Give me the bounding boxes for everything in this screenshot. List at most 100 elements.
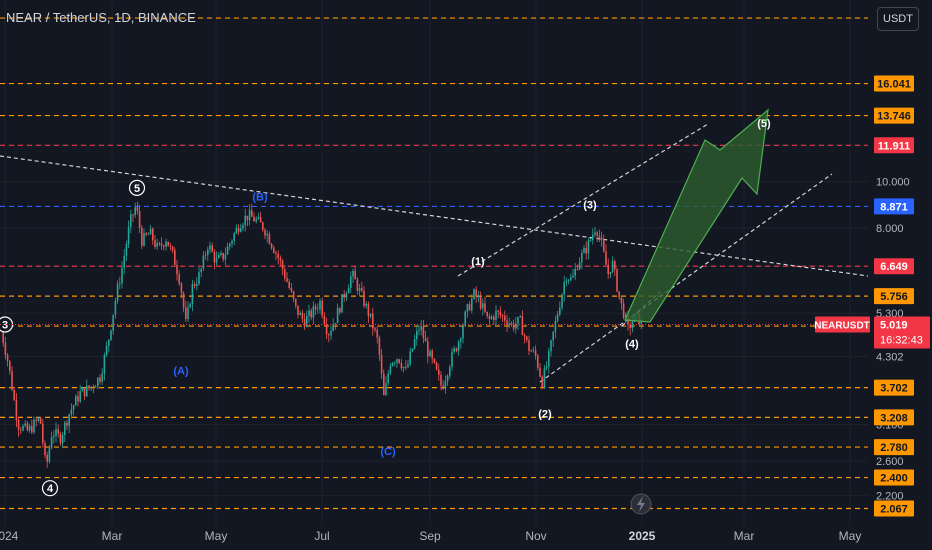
candle-body (341, 294, 343, 313)
projection-arrow (624, 108, 769, 323)
candle-body (169, 246, 172, 247)
candle-body (369, 313, 372, 317)
candle-body (510, 323, 513, 324)
candle-body (200, 268, 202, 273)
candle-body (499, 311, 502, 316)
candle-body (495, 310, 497, 320)
candle-body (68, 414, 70, 426)
candle-body (156, 243, 158, 247)
candle-body (435, 362, 438, 370)
candle-body (420, 326, 422, 331)
last-price-tag-bg (874, 316, 930, 349)
candle-body (336, 308, 339, 324)
candle-body (24, 423, 26, 426)
candle-body (442, 385, 444, 389)
candle-body (532, 350, 535, 352)
time-axis[interactable] (0, 526, 868, 550)
candle-body (574, 268, 576, 276)
time-axis-tick-label: Sep (419, 529, 441, 543)
candle-body (457, 341, 460, 352)
candle-body (204, 255, 207, 256)
price-level-tag-label: 11.911 (878, 140, 910, 152)
candle-body (171, 246, 174, 251)
candle-body (552, 331, 554, 341)
price-level-tag-bg (874, 439, 914, 456)
lightning-icon[interactable] (630, 493, 652, 515)
candle-body (455, 348, 458, 352)
candle-body (543, 368, 546, 388)
candle-body (233, 233, 235, 241)
candle-body (605, 251, 607, 265)
candle-body (486, 311, 488, 317)
candle-body (134, 207, 136, 215)
candle-body (28, 426, 31, 431)
time-axis-ticks: 2024 Mar May Jul Sep Nov 2025 Mar May (0, 529, 861, 543)
candle-body (506, 320, 508, 326)
candle-body (330, 330, 332, 336)
candle-body (57, 429, 59, 434)
candle-body (583, 247, 585, 253)
candle-body (262, 222, 264, 230)
candle-body (266, 233, 268, 236)
candle-body (222, 253, 224, 260)
candle-body (31, 426, 33, 433)
wave-label: (4) (625, 339, 639, 351)
candle-body (422, 326, 425, 338)
candle-body (629, 324, 631, 329)
wave-label: (B) (252, 192, 268, 204)
candle-body (488, 316, 491, 319)
time-axis-tick-label: Mar (734, 529, 755, 543)
candle-body (152, 228, 154, 241)
candle-body (453, 348, 455, 352)
candle-body (354, 270, 356, 280)
candle-body (286, 278, 288, 282)
candle-body (4, 343, 7, 356)
candle-body (26, 423, 29, 431)
candle-body (385, 383, 387, 396)
candle-body (416, 330, 418, 340)
candle-body (541, 376, 543, 388)
candle-body (158, 243, 161, 244)
candle-body (310, 310, 312, 318)
candle-body (20, 429, 22, 431)
candle-body (209, 245, 211, 250)
candle-body (631, 321, 634, 329)
candle-body (347, 287, 350, 294)
candle-body (323, 315, 326, 325)
candle-body (103, 355, 106, 374)
candle-body (121, 267, 123, 284)
candle-body (611, 261, 614, 272)
candle-body (504, 315, 506, 321)
candle-body (356, 279, 359, 291)
price-level-tag-label: 5.756 (880, 291, 908, 303)
time-axis-tick-label: Jul (314, 529, 329, 543)
symbol-tag-bg (815, 316, 870, 333)
candle-body (11, 370, 13, 391)
candle-body (70, 409, 73, 415)
candle-body (299, 312, 301, 316)
candle-body (301, 312, 304, 319)
trend-line (0, 155, 869, 277)
candle-body (314, 306, 317, 310)
candle-body (345, 293, 348, 298)
candle-body (618, 291, 620, 298)
candle-body (6, 355, 9, 361)
candle-body (383, 373, 385, 396)
candle-body (154, 240, 156, 247)
candle-body (319, 300, 321, 310)
candle-body (17, 420, 20, 430)
candle-body (578, 262, 581, 270)
candle-body (187, 307, 189, 320)
candle-body (259, 216, 262, 223)
candle-body (519, 316, 521, 317)
candle-body (279, 258, 282, 261)
candle-body (596, 232, 598, 236)
candle-body (81, 388, 84, 392)
candle-body (160, 243, 163, 246)
candle-body (328, 334, 330, 336)
candle-body (561, 294, 563, 308)
currency-button[interactable]: USDT (877, 7, 919, 31)
candle-body (334, 323, 337, 325)
candle-body (246, 215, 249, 221)
